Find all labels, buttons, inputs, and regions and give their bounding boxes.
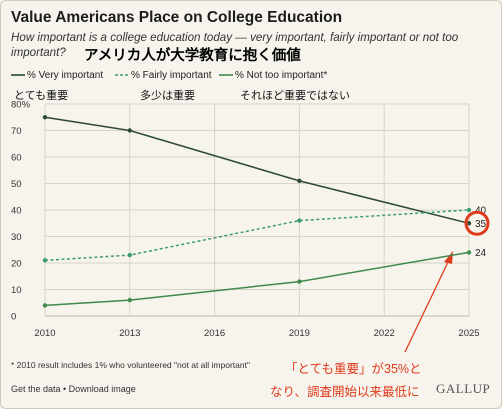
legend-jp-not-too-important: それほど重要ではない bbox=[240, 90, 350, 102]
annotation-line2: なり、調査開始以来最低に bbox=[270, 385, 420, 399]
chart-subtitle-line2: important? bbox=[11, 46, 66, 59]
y-tick-label: 40 bbox=[11, 206, 22, 217]
x-tick-label: 2019 bbox=[289, 328, 310, 339]
series-line-1 bbox=[44, 209, 470, 262]
y-tick-label: 70 bbox=[11, 126, 22, 137]
data-links[interactable]: Get the data • Download image bbox=[11, 384, 136, 394]
data-point bbox=[297, 279, 302, 284]
chart-subtitle-line1: How important is a college education tod… bbox=[11, 31, 459, 44]
data-point bbox=[466, 221, 472, 226]
legend-entry-very-important: % Very important bbox=[11, 70, 103, 81]
y-tick-label: 30 bbox=[11, 232, 22, 243]
legend-jp-very-important: とても重要 bbox=[14, 90, 69, 102]
x-tick-label: 2010 bbox=[34, 328, 55, 339]
highlight-circle bbox=[464, 210, 490, 236]
end-value-label: 40 bbox=[475, 206, 487, 217]
data-point bbox=[297, 218, 302, 223]
legend-jp-fairly-important: 多少は重要 bbox=[140, 90, 195, 102]
legend-line-solid-icon bbox=[219, 74, 233, 77]
annotation-line1: 「とても重要」が35%と bbox=[285, 362, 422, 376]
end-value-label: 24 bbox=[475, 248, 487, 259]
data-point bbox=[42, 303, 48, 308]
x-tick-label: 2022 bbox=[374, 328, 395, 339]
data-point bbox=[42, 115, 48, 120]
legend-label-fairly-important: % Fairly important bbox=[131, 70, 212, 81]
data-point bbox=[127, 252, 132, 258]
annotation-arrow-line bbox=[404, 261, 449, 353]
data-point bbox=[466, 207, 472, 213]
y-tick-label: 50 bbox=[11, 179, 22, 190]
data-point bbox=[127, 128, 132, 133]
series-line-0 bbox=[44, 116, 470, 225]
series-line-2 bbox=[44, 251, 470, 307]
data-point bbox=[297, 178, 302, 184]
annotation-arrow-head bbox=[444, 251, 453, 264]
y-tick-label: 60 bbox=[11, 153, 22, 164]
chart-title: Value Americans Place on College Educati… bbox=[11, 9, 343, 26]
y-tick-label: 80% bbox=[11, 100, 31, 111]
legend-label-very-important: % Very important bbox=[27, 70, 104, 81]
x-tick-label: 2025 bbox=[458, 328, 479, 339]
legend-line-solid-icon bbox=[11, 74, 25, 77]
y-tick-label: 0 bbox=[11, 312, 16, 323]
data-point bbox=[42, 258, 48, 263]
legend-line-dashed-icon bbox=[115, 74, 129, 77]
legend-entry-not-too-important: % Not too important* bbox=[219, 70, 327, 81]
y-tick-label: 10 bbox=[11, 285, 22, 296]
gallup-logo: GALLUP bbox=[436, 381, 491, 396]
japanese-title: アメリカ人が大学教育に抱く価値 bbox=[84, 48, 301, 64]
legend-label-not-too-important: % Not too important* bbox=[235, 70, 328, 81]
data-point bbox=[466, 250, 472, 255]
end-value-label: 35 bbox=[475, 219, 487, 230]
legend-entry-fairly-important: % Fairly important bbox=[115, 70, 212, 81]
y-tick-label: 20 bbox=[11, 259, 22, 270]
x-tick-label: 2016 bbox=[204, 328, 225, 339]
footnote: * 2010 result includes 1% who volunteere… bbox=[11, 360, 250, 370]
x-tick-label: 2013 bbox=[119, 328, 140, 339]
data-point bbox=[127, 297, 132, 303]
